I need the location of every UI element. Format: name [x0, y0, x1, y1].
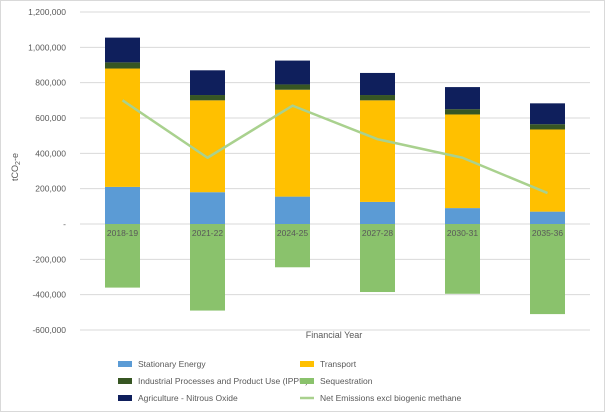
legend-label: Agriculture - Nitrous Oxide: [138, 393, 238, 403]
y-axis-label: tCO2-e: [10, 153, 22, 181]
x-tick-label: 2021-22: [192, 228, 223, 238]
x-tick-label: 2030-31: [447, 228, 478, 238]
bar-agriculture-nitrous-oxide: [360, 72, 395, 96]
bar-transport: [530, 129, 565, 212]
bar-agriculture-nitrous-oxide: [445, 87, 480, 110]
legend-swatch-transport: [300, 361, 314, 367]
bar-industrial-processes-and-product-use-ippu: [360, 95, 395, 101]
net-emissions-line: [121, 99, 548, 195]
legend-label: Industrial Processes and Product Use (IP…: [138, 376, 308, 386]
legend-swatch-stationary-energy: [118, 361, 132, 367]
legend-swatch-industrial-processes-and-product-use-ippu: [118, 378, 132, 384]
bar-sequestration: [530, 224, 565, 315]
x-tick-labels: 2018-19 2021-22 2024-25 2027-28 2030-31 2035-…: [107, 228, 563, 238]
y-tick-label: 400,000: [35, 148, 66, 158]
legend-label: Sequestration: [320, 376, 373, 386]
bar-agriculture-nitrous-oxide: [275, 60, 310, 85]
bar-industrial-processes-and-product-use-ippu: [190, 95, 225, 101]
bar-agriculture-nitrous-oxide: [105, 37, 140, 63]
y-axis-label-subscript: 2: [15, 161, 22, 165]
bar-transport: [275, 89, 310, 197]
gridlines: [80, 11, 590, 331]
legend: Stationary Energy Transport Industrial Pro…: [118, 359, 462, 403]
y-tick-label: 800,000: [35, 78, 66, 88]
x-tick-label: 2024-25: [277, 228, 308, 238]
legend-label: Transport: [320, 359, 357, 369]
bar-sequestration: [190, 224, 225, 311]
y-tick-label: 200,000: [35, 184, 66, 194]
bar-stationary-energy: [275, 196, 310, 224]
x-axis-label: Financial Year: [306, 330, 363, 340]
bar-industrial-processes-and-product-use-ippu: [275, 84, 310, 90]
bar-sequestration: [275, 224, 310, 268]
bar-sequestration: [105, 224, 140, 288]
y-tick-label: 600,000: [35, 113, 66, 123]
bar-sequestration: [445, 224, 480, 294]
bar-transport: [360, 100, 395, 202]
x-tick-label: 2035-36: [532, 228, 563, 238]
bar-stationary-energy: [360, 201, 395, 224]
bar-agriculture-nitrous-oxide: [190, 70, 225, 96]
bar-transport: [445, 114, 480, 209]
y-tick-label: -600,000: [32, 325, 66, 335]
bar-industrial-processes-and-product-use-ippu: [445, 109, 480, 115]
legend-swatch-sequestration: [300, 378, 314, 384]
bar-stationary-energy: [105, 186, 140, 224]
y-tick-label: 1,000,000: [28, 42, 66, 52]
legend-label: Net Emissions excl biogenic methane: [320, 393, 462, 403]
bar-transport: [105, 68, 140, 187]
legend-swatch-agriculture-nitrous-oxide: [118, 395, 132, 401]
bar-agriculture-nitrous-oxide: [530, 103, 565, 125]
y-tick-labels: -600,000-400,000-200,000-200,000400,0006…: [28, 7, 66, 335]
legend-label: Stationary Energy: [138, 359, 206, 369]
net-emissions-line-group: [121, 99, 548, 195]
x-tick-label: 2018-19: [107, 228, 138, 238]
y-axis-label-main: tCO: [10, 165, 20, 181]
bar-stationary-energy: [530, 211, 565, 224]
y-axis-label-suffix: -e: [10, 153, 20, 161]
y-tick-label: -: [63, 219, 66, 229]
y-tick-label: -400,000: [32, 290, 66, 300]
bar-stationary-energy: [445, 208, 480, 224]
y-tick-label: -200,000: [32, 254, 66, 264]
bar-transport: [190, 100, 225, 193]
x-tick-label: 2027-28: [362, 228, 393, 238]
bar-stationary-energy: [190, 192, 225, 224]
bar-industrial-processes-and-product-use-ippu: [105, 62, 140, 69]
bar-sequestration: [360, 224, 395, 293]
bar-industrial-processes-and-product-use-ippu: [530, 124, 565, 130]
y-tick-label: 1,200,000: [28, 7, 66, 17]
bars: [105, 37, 565, 315]
